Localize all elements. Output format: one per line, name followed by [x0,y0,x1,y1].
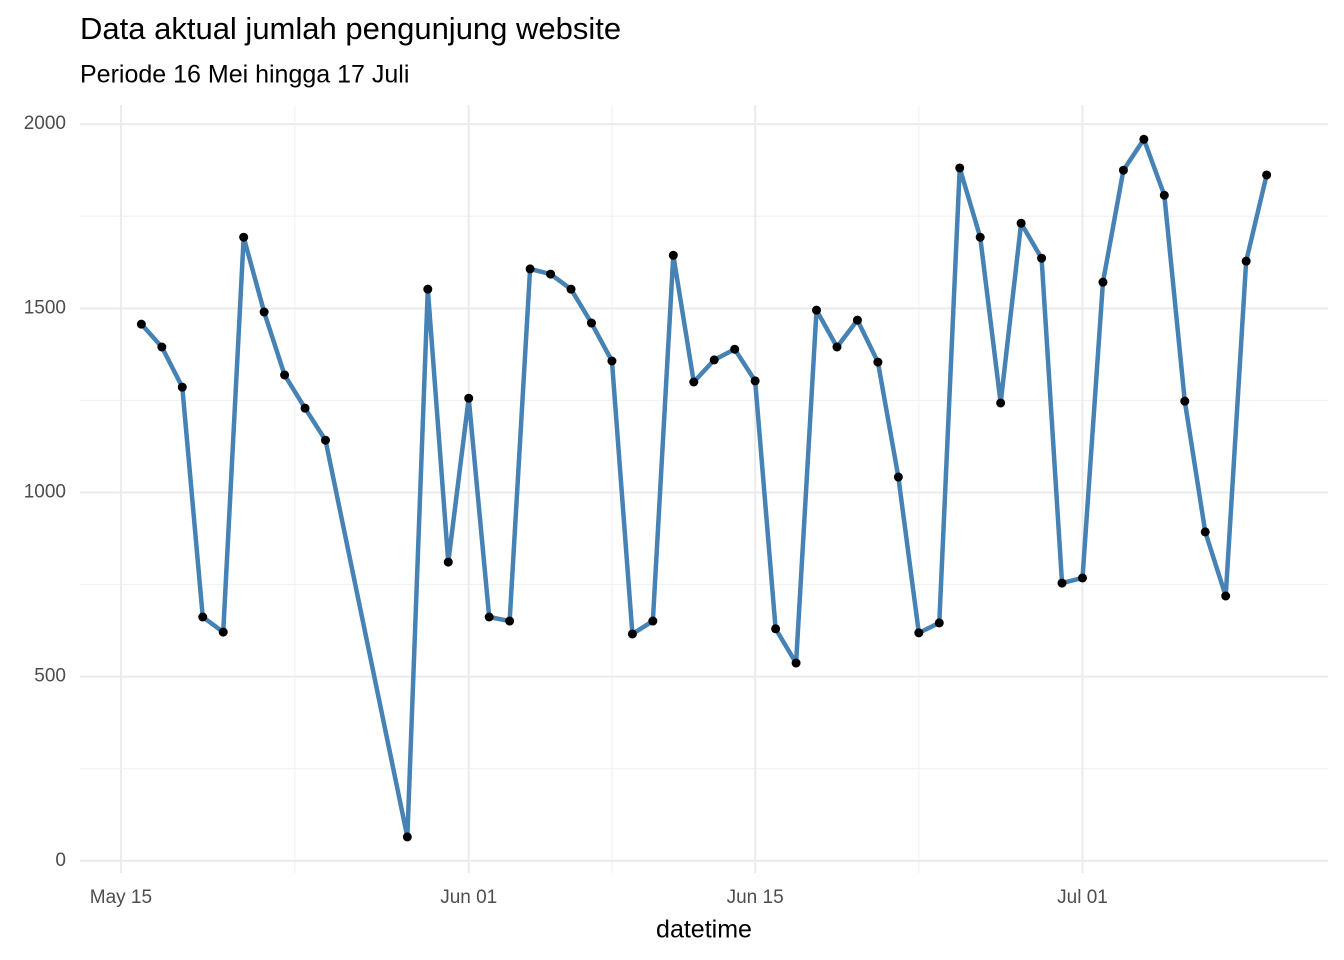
data-point [1139,134,1149,144]
data-point [668,250,678,260]
data-point [730,344,740,354]
data-point [443,557,453,567]
data-point [1016,218,1026,228]
y-tick-label: 0 [55,850,66,871]
data-point [934,618,944,628]
data-point [464,393,474,403]
data-point [975,232,985,242]
data-point [1241,256,1251,266]
chart-title: Data aktual jumlah pengunjung website [80,11,621,46]
y-tick-label: 500 [34,666,66,687]
data-point [852,315,862,325]
data-point [218,627,228,637]
data-point [1037,253,1047,263]
data-point [280,370,290,380]
x-axis-label: datetime [656,916,752,944]
data-point [300,403,310,413]
data-point [525,264,535,274]
data-point [239,232,249,242]
chart-subtitle: Periode 16 Mei hingga 17 Juli [80,61,409,89]
data-point [771,624,781,634]
data-point [1077,573,1087,583]
data-point [893,472,903,482]
data-point [198,612,208,622]
data-point [873,357,883,367]
data-point [1057,578,1067,588]
data-point [750,376,760,386]
x-tick-label: Jun 01 [440,887,497,908]
data-point [566,284,576,294]
data-line [139,137,1269,840]
data-point [136,319,146,329]
data-point [484,612,494,622]
data-point [505,616,515,626]
y-tick-label: 1000 [24,482,66,503]
data-point [955,163,965,173]
data-point [648,616,658,626]
y-tick-label: 1500 [24,297,66,318]
data-point [157,342,167,352]
data-point [259,307,269,317]
data-point [689,377,699,387]
x-tick-label: Jun 15 [727,887,784,908]
data-point [1180,396,1190,406]
data-point [1118,165,1128,175]
data-point [586,318,596,328]
data-point [1200,527,1210,537]
x-tick-label: Jul 01 [1057,887,1108,908]
data-point [423,284,433,294]
data-point [321,435,331,445]
data-point [627,629,637,639]
data-point [996,398,1006,408]
data-point [607,356,617,366]
y-tick-label: 2000 [24,113,66,134]
data-point [832,342,842,352]
data-point [914,628,924,638]
data-point [1159,190,1169,200]
x-tick-label: May 15 [90,887,152,908]
data-point [812,305,822,315]
data-point [1262,170,1272,180]
data-point [177,382,187,392]
data-point [1098,277,1108,287]
data-point [709,355,719,365]
data-point [402,832,412,842]
data-point [546,269,556,279]
data-point [1221,591,1231,601]
data-point [791,658,801,668]
